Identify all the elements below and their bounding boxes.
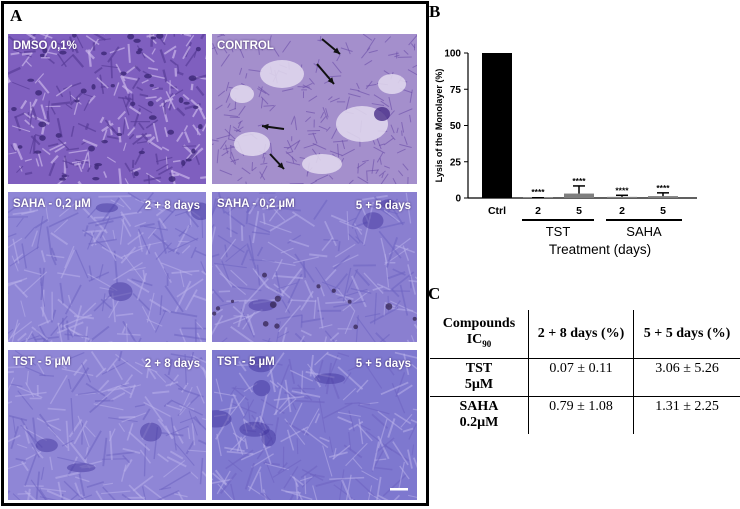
micrograph-days: 5 + 5 days	[355, 200, 411, 212]
header-2-8: 2 + 8 days (%)	[527, 310, 634, 358]
micrograph-texture	[8, 350, 206, 500]
bar	[648, 196, 678, 198]
micrograph-texture	[212, 34, 417, 184]
micrograph-days: 5 + 5 days	[355, 358, 411, 370]
table-row: TST 5µM 0.07 ± 0.11 3.06 ± 5.26	[430, 357, 740, 396]
micrograph-days: 2 + 8 days	[144, 200, 200, 212]
scale-bar	[390, 488, 408, 491]
significance-label: ****	[656, 183, 670, 193]
micrograph-saha-2-8: SAHA - 0,2 µM 2 + 8 days	[8, 192, 206, 342]
x-tick-label: Ctrl	[488, 205, 506, 217]
compound-cell: SAHA 0.2µM	[430, 395, 529, 434]
micrograph-tst-5-5: TST - 5 µM 5 + 5 days	[212, 350, 417, 500]
y-tick-label: 100	[444, 49, 461, 60]
x-tick-label: 2	[535, 205, 541, 217]
micrograph-label: SAHA - 0,2 µM	[13, 198, 91, 210]
y-tick-label: 50	[450, 121, 462, 132]
compound-dose: 5µM	[464, 377, 494, 392]
value-cell: 1.31 ± 2.25	[633, 395, 740, 434]
micrograph-label: TST - 5 µM	[217, 356, 275, 368]
y-tick-label: 0	[455, 194, 461, 205]
x-axis-label: Treatment (days)	[549, 242, 651, 257]
y-tick-label: 25	[450, 157, 462, 168]
micrograph-texture	[8, 192, 206, 342]
header-compounds: Compounds IC90	[430, 310, 528, 358]
bar	[482, 53, 512, 198]
compound-dose: 0.2µM	[459, 415, 499, 431]
micrograph-label: SAHA - 0,2 µM	[217, 198, 295, 210]
ic90-table: Compounds IC90 2 + 8 days (%) 5 + 5 days…	[430, 310, 740, 434]
micrograph-texture	[212, 192, 417, 342]
y-axis-label: Lysis of the Monolayer (%)	[434, 69, 444, 183]
lysis-bar-chart: Lysis of the Monolayer (%)0255075100Ctrl…	[434, 49, 697, 257]
value-cell: 3.06 ± 5.26	[633, 357, 740, 396]
micrograph-days: 2 + 8 days	[144, 358, 200, 370]
header-5-5: 5 + 5 days (%)	[633, 310, 740, 358]
panel-c-letter: C	[428, 284, 441, 303]
panel-a-micrographs: A DMSO 0,1% CONTROL SAHA - 0,2 µM 2 + 8 …	[1, 1, 429, 506]
header-compounds-sub: 90	[482, 338, 492, 349]
panel-a-letter: A	[10, 6, 23, 25]
micrograph-label: CONTROL	[217, 40, 274, 52]
significance-label: ****	[615, 185, 629, 195]
header-compounds-line1: Compounds	[442, 315, 516, 331]
significance-label: ****	[531, 187, 545, 197]
x-tick-label: 5	[660, 205, 666, 217]
micrograph-label: DMSO 0,1%	[13, 40, 77, 52]
header-compounds-line2: IC	[466, 331, 483, 347]
value-cell: 0.07 ± 0.11	[527, 357, 634, 396]
group-label: TST	[546, 224, 571, 239]
compound-cell: TST 5µM	[430, 357, 529, 396]
group-label: SAHA	[626, 224, 662, 239]
micrograph-saha-5-5: SAHA - 0,2 µM 5 + 5 days	[212, 192, 417, 342]
panel-b-letter: B	[429, 2, 441, 21]
bar	[607, 196, 637, 198]
micrograph-texture	[212, 351, 417, 500]
value-cell: 0.79 ± 1.08	[527, 395, 634, 434]
micrograph-control: CONTROL	[212, 34, 417, 184]
y-tick-label: 75	[450, 85, 462, 96]
compound-name: TST	[465, 361, 493, 376]
compound-name: SAHA	[459, 399, 499, 415]
micrograph-tst-2-8: TST - 5 µM 2 + 8 days	[8, 350, 206, 500]
x-tick-label: 2	[619, 205, 625, 217]
micrograph-label: TST - 5 µM	[13, 356, 71, 368]
table-row: SAHA 0.2µM 0.79 ± 1.08 1.31 ± 2.25	[430, 395, 740, 434]
significance-label: ****	[572, 176, 586, 186]
micrograph-dmso: DMSO 0,1%	[8, 34, 206, 184]
x-tick-label: 5	[576, 205, 582, 217]
bar	[564, 193, 594, 198]
micrograph-texture	[8, 34, 206, 184]
micrograph-background	[8, 34, 206, 184]
